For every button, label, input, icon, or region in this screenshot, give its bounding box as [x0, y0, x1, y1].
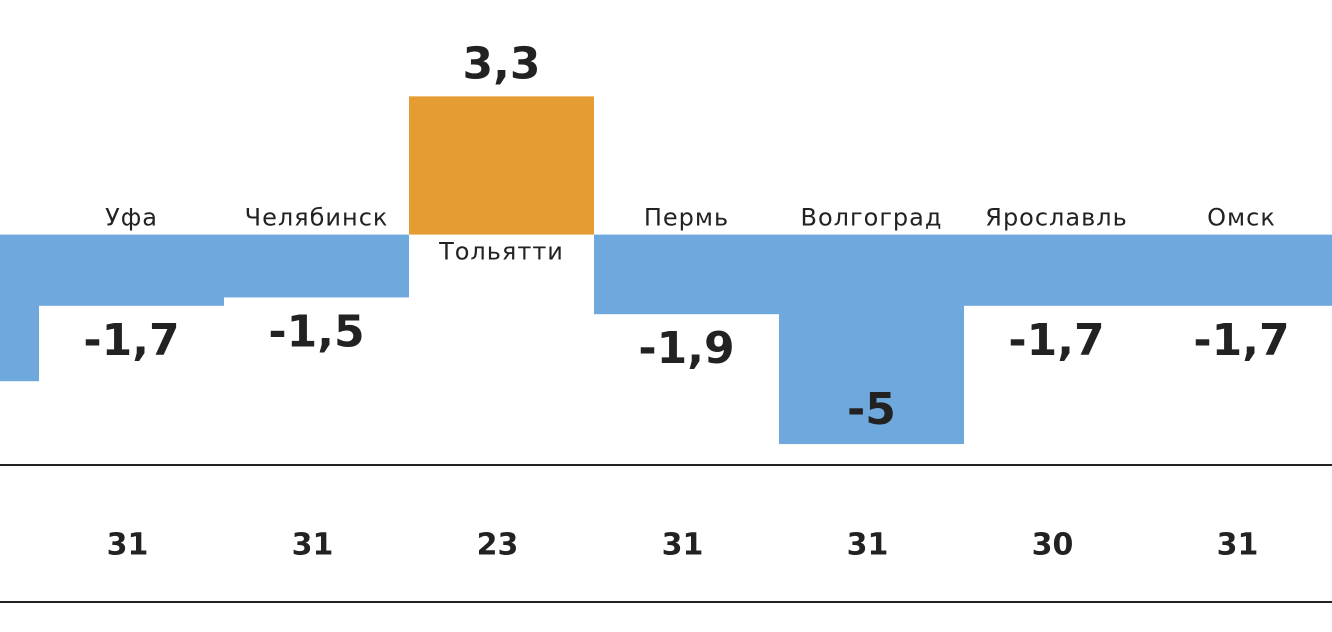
row-value: 31 — [847, 528, 889, 563]
category-label: Волгоград — [801, 204, 943, 232]
value-label: -1,5 — [268, 306, 364, 357]
row-value: 31 — [662, 528, 704, 563]
bar — [409, 96, 594, 235]
bar — [1149, 234, 1332, 306]
row-value: 31 — [292, 528, 334, 563]
row-value: 23 — [477, 528, 519, 563]
bar — [594, 234, 779, 315]
category-label: Челябинск — [245, 204, 389, 232]
row-value: 30 — [1032, 528, 1074, 563]
bar — [0, 234, 39, 382]
value-label: -1,7 — [1008, 315, 1104, 366]
category-label: Омск — [1207, 204, 1276, 232]
category-label: Тольятти — [438, 238, 564, 266]
category-label: Ярославль — [985, 204, 1127, 232]
bar — [224, 234, 409, 298]
value-label: -1,7 — [83, 315, 179, 366]
bar — [39, 234, 224, 306]
value-label: 3,3 — [463, 38, 541, 89]
category-label: Пермь — [644, 204, 729, 232]
row-value: 31 — [1217, 528, 1259, 563]
value-label: -1,7 — [1193, 315, 1289, 366]
value-label: -1,9 — [638, 323, 734, 374]
value-label: -5 — [847, 384, 896, 435]
category-label: Уфа — [105, 204, 158, 232]
row-value: 31 — [107, 528, 149, 563]
bar — [779, 234, 964, 445]
bar — [964, 234, 1149, 306]
